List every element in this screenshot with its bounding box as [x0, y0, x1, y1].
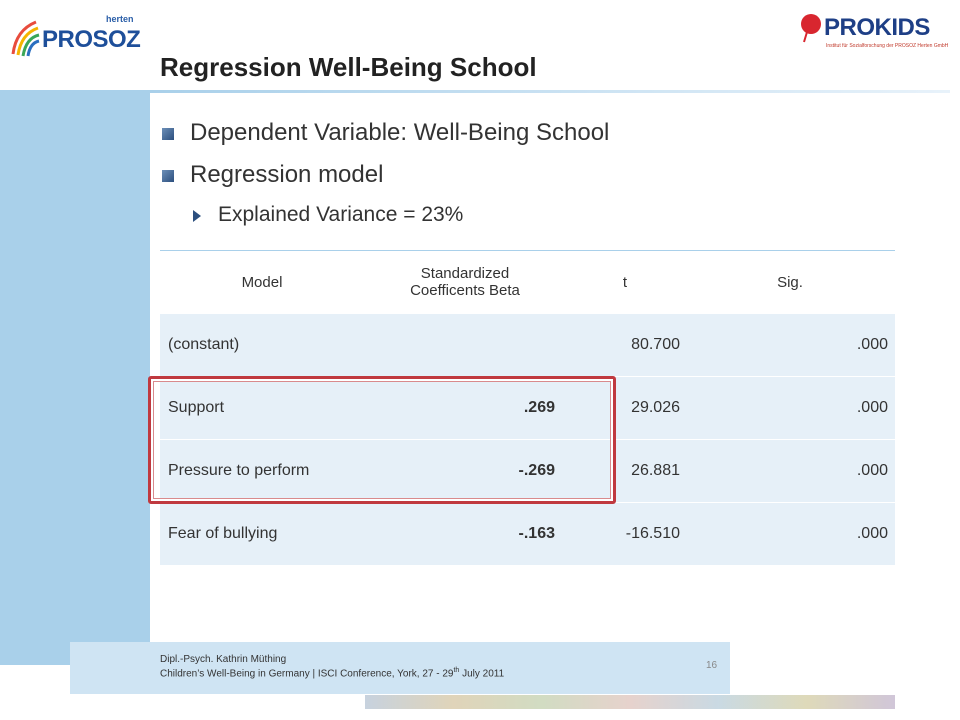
footer-author: Dipl.-Psych. Kathrin Müthing — [160, 654, 287, 665]
table-cell: 26.881 — [631, 462, 680, 479]
page-number: 16 — [706, 660, 718, 671]
column-header: t — [622, 273, 628, 291]
header-row: Model Standardized Coefficents Beta t Sig. — [160, 251, 895, 313]
logo-text: PROKIDS — [824, 14, 930, 41]
table-row: (constant) 80.700 .000 — [160, 313, 895, 376]
table-row: Fear of bullying -.163 -16.510 .000 — [160, 502, 895, 565]
table-cell: 80.700 — [631, 336, 680, 353]
slide-title: Regression Well-Being School — [160, 52, 537, 82]
column-header: Model — [241, 273, 283, 291]
event-text: Children’s Well-Being in Germany | ISCI … — [160, 668, 454, 680]
footer-box — [70, 642, 730, 694]
event-end: July 2011 — [459, 668, 505, 680]
prosoz-logo: herten PROSOZ — [10, 14, 141, 58]
table-cell: .000 — [856, 525, 888, 542]
prokids-logo: PROKIDS Institut für Sozialforschung der… — [798, 10, 953, 55]
title-rule — [150, 90, 950, 93]
bullet: Regression model — [190, 161, 384, 188]
logo-icon — [801, 14, 821, 43]
side-band — [0, 90, 150, 665]
footer-event: Children’s Well-Being in Germany | ISCI … — [160, 667, 504, 679]
sub-bullet: Explained Variance = 23% — [218, 203, 464, 226]
table-cell: Support — [168, 399, 225, 416]
table-cell: .269 — [523, 399, 555, 416]
logo-icon — [11, 20, 40, 57]
table-cell: .000 — [856, 462, 888, 479]
table-cell: .000 — [856, 399, 888, 416]
table-cell: .000 — [856, 336, 888, 353]
bullet-icon — [162, 170, 174, 182]
table-cell: -.269 — [518, 462, 555, 479]
regression-table: Model Standardized Coefficents Beta t Sig. … — [160, 250, 895, 565]
sub-bullet-icon — [193, 210, 201, 222]
table-cell: -16.510 — [625, 525, 680, 542]
table-cell: Fear of bullying — [168, 525, 278, 542]
table-row: Pressure to perform -.269 26.881 .000 — [160, 439, 895, 502]
table-cell: -.163 — [518, 525, 555, 542]
bullet: Dependent Variable: Well-Being School — [190, 119, 610, 146]
logo-text: PROSOZ — [42, 26, 141, 53]
table-cell: (constant) — [168, 336, 240, 353]
logo-small: herten — [106, 14, 134, 24]
highlight-box — [148, 376, 616, 504]
bullet-icon — [162, 128, 174, 140]
table-cell: 29.026 — [631, 399, 680, 416]
table-cell: Pressure to perform — [168, 462, 310, 479]
event-sup: th — [453, 667, 460, 674]
column-header: Standardized Coefficents Beta — [410, 265, 520, 299]
column-header: Sig. — [777, 273, 803, 291]
color-stripe — [365, 695, 895, 709]
logo-subtitle: Institut für Sozialforschung der PROSOZ … — [826, 43, 949, 49]
